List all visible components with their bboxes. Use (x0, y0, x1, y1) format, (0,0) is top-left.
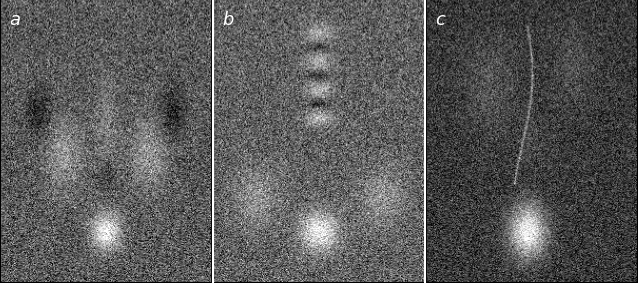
Text: c: c (435, 11, 445, 29)
Text: a: a (10, 11, 20, 29)
Text: b: b (223, 11, 234, 29)
